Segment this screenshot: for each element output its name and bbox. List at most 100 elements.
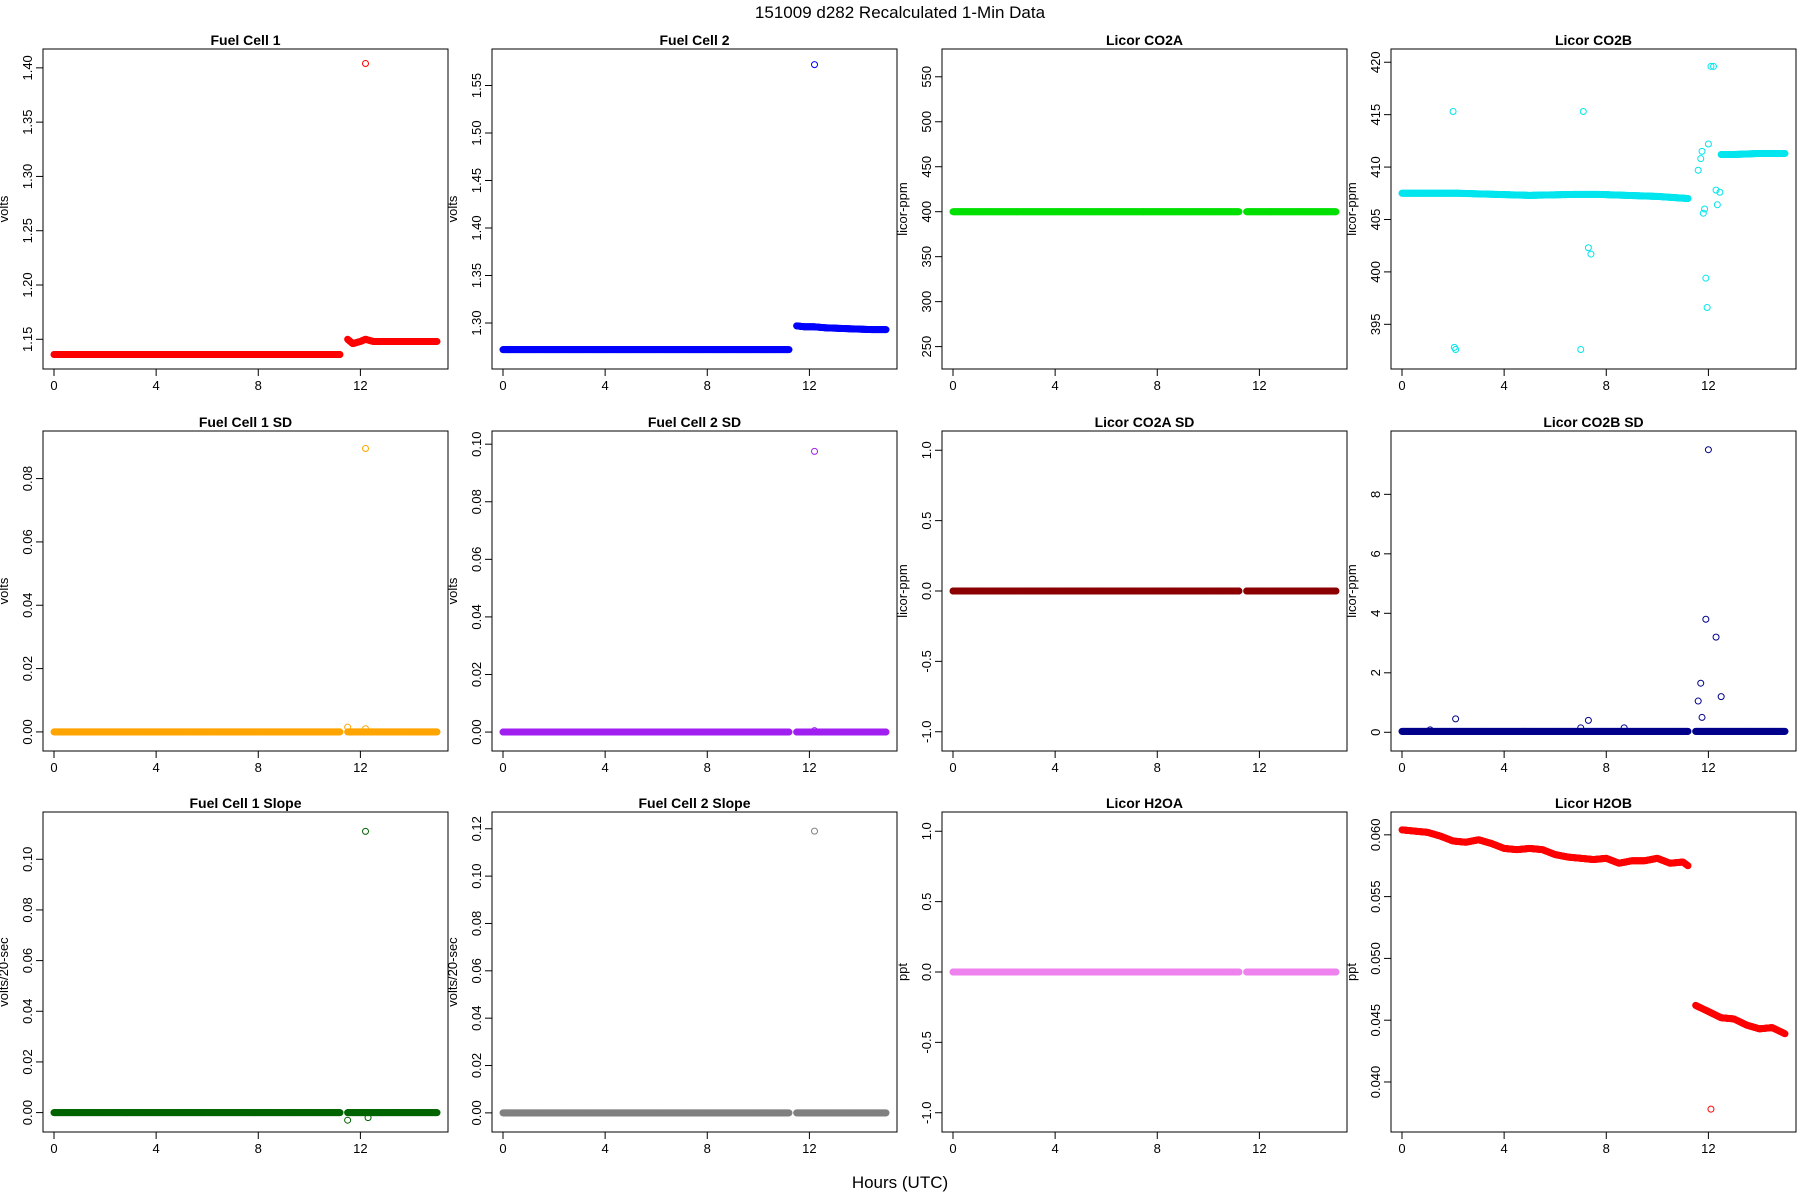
- data-point: [1703, 304, 1711, 312]
- y-tick-label: 0.04: [20, 593, 35, 618]
- x-axis: 0 4 8 12: [50, 368, 368, 393]
- y-tick-label: 1.40: [20, 55, 35, 80]
- data-point: [811, 447, 819, 455]
- plot-frame: [1390, 48, 1797, 370]
- y-tick-label: 1.30: [20, 164, 35, 189]
- y-tick-label: 415: [1368, 104, 1383, 126]
- x-tick-label: 8: [704, 378, 711, 393]
- y-tick-label: 300: [919, 291, 934, 313]
- y-tick-label: 1.35: [469, 263, 484, 288]
- data-point: [1587, 250, 1595, 258]
- data-point: [785, 346, 793, 354]
- y-tick-label: 400: [1368, 261, 1383, 283]
- panel-title: Licor CO2B: [1555, 32, 1632, 48]
- y-tick-label: 420: [1368, 51, 1383, 73]
- panel-title: Fuel Cell 1 SD: [199, 414, 292, 430]
- y-tick-label: 0.0: [919, 582, 934, 600]
- y-axis-label: licor-ppm: [895, 182, 910, 235]
- data-point: [1704, 140, 1712, 148]
- panel-title: Fuel Cell 1: [210, 32, 280, 48]
- x-tick-label: 0: [50, 760, 57, 775]
- x-tick-label: 0: [1398, 378, 1405, 393]
- y-tick-label: 1.40: [469, 215, 484, 240]
- data-point: [1701, 205, 1709, 213]
- data-point: [1577, 345, 1585, 353]
- plot-frame: [42, 48, 449, 370]
- x-tick-label: 0: [499, 760, 506, 775]
- y-tick-label: 1.0: [919, 441, 934, 459]
- y-axis: -1.0-0.50.00.51.0: [919, 441, 943, 743]
- data-point: [1713, 201, 1721, 209]
- data-point: [362, 445, 370, 452]
- data-series: [499, 61, 890, 354]
- y-tick-label: 1.45: [469, 168, 484, 193]
- x-axis: 0 4 8 12: [949, 368, 1267, 393]
- y-axis: 0.00 0.02 0.04 0.06 0.08: [20, 466, 44, 745]
- y-tick-label: 400: [919, 201, 934, 223]
- data-point: [1702, 274, 1710, 282]
- y-tick-label: 1.50: [469, 120, 484, 145]
- data-point: [1449, 108, 1457, 116]
- data-series: [50, 60, 441, 358]
- x-tick-label: 12: [802, 760, 816, 775]
- x-axis: 0 4 8 12: [499, 750, 817, 775]
- y-tick-label: 0.08: [469, 489, 484, 514]
- panel-title: Licor CO2A SD: [1095, 414, 1195, 430]
- y-tick-label: 0.10: [469, 432, 484, 457]
- x-tick-label: 8: [1603, 378, 1610, 393]
- data-point: [1697, 155, 1705, 163]
- y-tick-label: 550: [919, 66, 934, 88]
- data-series: [499, 447, 890, 736]
- x-tick-label: 4: [1052, 760, 1059, 775]
- y-axis-label: licor-ppm: [1344, 182, 1359, 235]
- y-tick-label: 0.00: [20, 719, 35, 744]
- y-tick-label: -1.0: [919, 721, 934, 743]
- y-tick-label: 0.02: [469, 662, 484, 687]
- x-tick-label: 0: [50, 378, 57, 393]
- data-series: [949, 208, 1340, 216]
- data-point: [1452, 345, 1460, 353]
- y-tick-label: 0.00: [469, 719, 484, 744]
- data-point: [433, 337, 441, 345]
- x-tick-label: 4: [1501, 378, 1508, 393]
- y-tick-label: 0.08: [20, 466, 35, 491]
- x-tick-label: 4: [602, 760, 609, 775]
- x-axis: 0 4 8 12: [50, 750, 368, 775]
- data-series: [949, 587, 1340, 595]
- y-tick-label: 1.25: [20, 218, 35, 243]
- x-axis: 0 4 8 12: [499, 368, 817, 393]
- x-tick-label: 4: [153, 760, 160, 775]
- x-tick-label: 12: [353, 378, 367, 393]
- page-title: 151009 d282 Recalculated 1-Min Data: [755, 3, 1046, 22]
- x-tick-label: 0: [949, 760, 956, 775]
- y-axis-label: volts: [445, 577, 460, 604]
- x-tick-label: 0: [949, 378, 956, 393]
- data-point: [1579, 108, 1587, 116]
- x-tick-label: 12: [802, 378, 816, 393]
- data-point: [811, 61, 819, 69]
- y-axis-label: volts: [0, 577, 11, 604]
- panel-title: Fuel Cell 2: [659, 32, 729, 48]
- y-axis-label: volts: [445, 195, 460, 222]
- y-tick-label: 0.5: [919, 512, 934, 530]
- panel-title: Fuel Cell 2 SD: [648, 414, 741, 430]
- x-tick-label: 8: [255, 378, 262, 393]
- x-tick-label: 8: [1154, 760, 1161, 775]
- y-tick-label: 395: [1368, 313, 1383, 335]
- x-tick-label: 0: [499, 378, 506, 393]
- y-tick-label: 0.02: [20, 656, 35, 681]
- y-tick-label: 500: [919, 111, 934, 133]
- plot-frame: [42, 430, 449, 752]
- y-tick-label: 0.06: [20, 529, 35, 554]
- x-tick-label: 4: [153, 378, 160, 393]
- data-series: [50, 445, 441, 736]
- x-axis: 0 4 8 12: [949, 750, 1267, 775]
- y-tick-label: 1.30: [469, 310, 484, 335]
